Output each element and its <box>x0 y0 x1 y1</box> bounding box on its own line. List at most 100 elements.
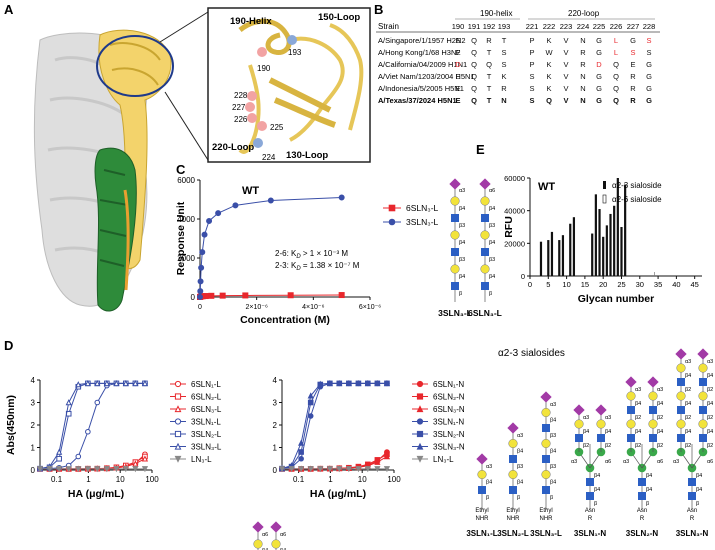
linkage-label: β4 <box>696 487 702 493</box>
glycan-name: 3SLN₂-N <box>626 529 659 538</box>
linkage-label: α6 <box>657 459 663 465</box>
galactose-circle <box>253 539 263 549</box>
galactose-circle <box>648 419 658 429</box>
linkage-label: β4 <box>262 548 268 550</box>
linkage-label: β4 <box>280 548 286 550</box>
data-point <box>122 466 129 473</box>
residue-cell: E <box>455 48 460 57</box>
glcnac-square <box>688 478 696 486</box>
residue-cell: S <box>646 48 651 57</box>
group-header-220: 220-loop <box>568 9 600 18</box>
linkage-label: β4 <box>685 429 691 435</box>
glycan-structures: α3 β4 β Ethyl NHR 3SLN₁-L α3 β4 β3 β4 β Ethyl NHR 3SL… <box>466 348 713 538</box>
residue-cell: Q <box>613 96 619 105</box>
glcnac-square <box>542 486 550 494</box>
sialic-acid-diamond <box>449 178 461 190</box>
legend-label: 6SLN₂-N <box>433 393 465 402</box>
linkage-label: β4 <box>685 401 691 407</box>
residue-cell: P <box>529 48 534 57</box>
linkage-label: α3 <box>673 459 679 465</box>
linkage-label: β3 <box>489 223 495 229</box>
data-point <box>317 466 324 473</box>
glcnac-square <box>688 492 696 500</box>
galactose-circle <box>626 391 636 401</box>
residue-cell: R <box>630 84 636 93</box>
legend-label: 3SLN₃-L <box>191 443 222 452</box>
residue-cell: V <box>563 48 568 57</box>
residue-cell: G <box>596 96 602 105</box>
residue-228-label: 228 <box>234 91 248 100</box>
position-header: 226 <box>610 22 623 31</box>
residue-cell: G <box>596 48 602 57</box>
linker-label: Asn <box>637 508 647 514</box>
residue-193-sphere <box>287 35 297 45</box>
residue-cell: Q <box>471 48 477 57</box>
data-point <box>278 466 286 473</box>
series-line <box>281 382 387 470</box>
glcnac-square <box>542 455 550 463</box>
label-130-loop: 130-Loop <box>286 150 328 161</box>
galactose-circle <box>698 363 708 373</box>
linkage-label: α3 <box>459 188 465 194</box>
position-header: 192 <box>483 22 496 31</box>
strain-name: A/California/04/2009 H1N1 <box>378 60 467 69</box>
data-point <box>198 264 205 271</box>
data-point <box>141 466 149 473</box>
data-point <box>345 466 352 473</box>
position-header: 225 <box>593 22 606 31</box>
glcnac-square <box>699 434 707 442</box>
residue-228-sphere <box>247 91 257 101</box>
rbs-highlight-ellipse <box>96 35 174 97</box>
residue-cell: G <box>596 36 602 45</box>
panel-letter-a: A <box>4 2 14 17</box>
data-point <box>219 292 226 299</box>
data-point <box>326 379 333 387</box>
linkage-label: α3 <box>571 459 577 465</box>
glcnac-square <box>509 455 517 463</box>
legend-label: 3SLN₂-N <box>433 430 465 439</box>
data-point <box>298 455 304 462</box>
legend-label: 6SLN₁-N <box>433 380 464 389</box>
position-header: 223 <box>560 22 573 31</box>
sialic-acid-diamond <box>675 348 687 360</box>
x-tick-label: 0 <box>198 304 202 311</box>
galactose-circle <box>676 363 686 373</box>
data-point <box>85 428 91 435</box>
linkage-label: β3 <box>550 433 556 439</box>
data-point <box>75 466 82 473</box>
x-axis-label: HA (μg/mL) <box>68 488 124 500</box>
residue-cell: N <box>580 84 585 93</box>
y-axis-label: RFU <box>503 216 515 238</box>
legend-label: 3SLN₂-L <box>191 430 222 439</box>
x-tick-label: 5 <box>546 280 550 289</box>
residue-cell: K <box>546 72 551 81</box>
linkage-label: α6 <box>262 532 268 538</box>
linkage-label: β4 <box>657 401 663 407</box>
data-point <box>383 453 391 460</box>
linkage-label: β4 <box>486 480 492 486</box>
kd-line-1: 2-6: KD > 1 × 10⁻³ M <box>275 249 348 260</box>
residue-cell: Q <box>613 60 619 69</box>
data-point <box>36 466 44 473</box>
strain-name: A/Singapore/1/1957 H2N2 <box>378 36 466 45</box>
data-point <box>113 379 120 387</box>
linker-label: R <box>588 516 593 522</box>
data-point <box>122 379 129 387</box>
position-header: 224 <box>577 22 590 31</box>
legend-label: LN₃-L <box>433 455 454 464</box>
series-line <box>281 382 387 469</box>
glcnac-square <box>478 486 486 494</box>
linkage-label: β4 <box>517 449 523 455</box>
glcnac-square <box>677 434 685 442</box>
linkage-label: β4 <box>635 401 641 407</box>
glycan-name: 3SLN₁-L <box>466 529 497 538</box>
galactose-circle <box>271 539 281 549</box>
linkage-label: β <box>459 291 462 297</box>
linker-label: Ethyl <box>539 508 552 514</box>
x-tick-label: 15 <box>581 280 589 289</box>
glycan-array-chart: 0 20000 40000 60000 0 5 10 15 20 25 30 35 40 45 Glycan… <box>503 174 702 305</box>
legend-swatch <box>602 194 607 204</box>
x-tick-label: 4×10⁻⁶ <box>302 304 324 311</box>
residue-cell: L <box>614 48 618 57</box>
residue-cell: T <box>502 36 507 45</box>
